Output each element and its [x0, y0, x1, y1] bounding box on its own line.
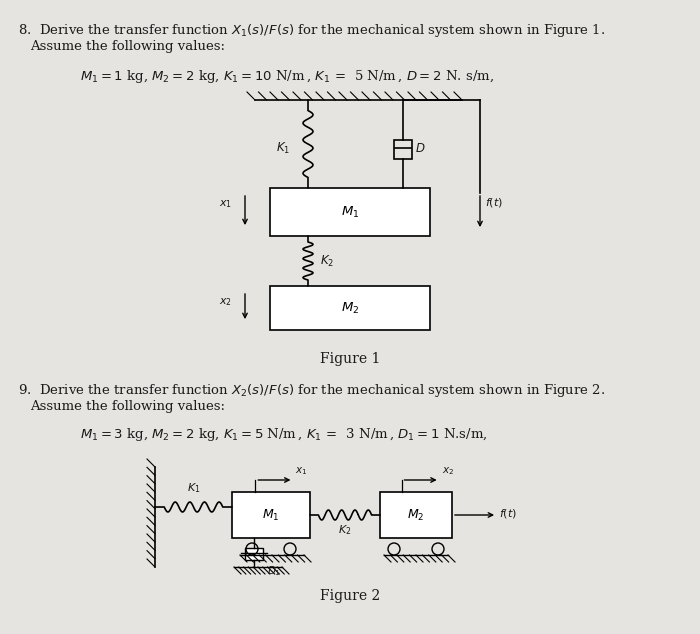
- Text: Figure 2: Figure 2: [320, 589, 380, 603]
- Text: $x_2$: $x_2$: [219, 296, 232, 307]
- Bar: [232, 492, 310, 538]
- Text: $x_2$: $x_2$: [442, 465, 454, 477]
- Text: $M_1 = 3$ kg, $M_2 = 2$ kg, $K_1 = 5$ N/m$\,$, $K_1\, =\,$ 3 N/m$\,$, $D_1 = 1$ : $M_1 = 3$ kg, $M_2 = 2$ kg, $K_1 = 5$ N/…: [80, 426, 487, 443]
- Text: 8.  Derive the transfer function $X_1(s)/F(s)$ for the mechanical system shown i: 8. Derive the transfer function $X_1(s)/…: [18, 22, 606, 39]
- Text: $f(t)$: $f(t)$: [499, 507, 517, 519]
- Text: $M_1$: $M_1$: [262, 507, 280, 522]
- Text: Assume the following values:: Assume the following values:: [30, 400, 225, 413]
- Text: $K_2$: $K_2$: [338, 523, 351, 537]
- Text: $M_2$: $M_2$: [407, 507, 425, 522]
- Text: $K_2$: $K_2$: [320, 254, 334, 269]
- Bar: [270, 286, 430, 330]
- Text: $f(t)$: $f(t)$: [485, 196, 503, 209]
- Bar: [380, 492, 452, 538]
- Text: 9.  Derive the transfer function $X_2(s)/F(s)$ for the mechanical system shown i: 9. Derive the transfer function $X_2(s)/…: [18, 382, 606, 399]
- Bar: [394, 139, 412, 159]
- Text: $K_1$: $K_1$: [276, 141, 290, 155]
- Text: $D$: $D$: [415, 141, 426, 155]
- Text: $K_1$: $K_1$: [187, 481, 200, 495]
- Text: Figure 1: Figure 1: [320, 352, 380, 366]
- Text: $M_2$: $M_2$: [341, 301, 359, 316]
- Bar: [270, 188, 430, 236]
- Bar: [245, 548, 263, 560]
- Text: $D_1$: $D_1$: [267, 564, 281, 578]
- Text: $x_1$: $x_1$: [219, 198, 232, 210]
- Text: Assume the following values:: Assume the following values:: [30, 40, 225, 53]
- Text: $M_1 = 1$ kg, $M_2 = 2$ kg, $K_1 = 10$ N/m$\,$, $K_1\, =\,$ 5 N/m$\,$, $D = 2$ N: $M_1 = 1$ kg, $M_2 = 2$ kg, $K_1 = 10$ N…: [80, 68, 494, 85]
- Text: $M_1$: $M_1$: [341, 204, 359, 219]
- Text: $x_1$: $x_1$: [295, 465, 308, 477]
